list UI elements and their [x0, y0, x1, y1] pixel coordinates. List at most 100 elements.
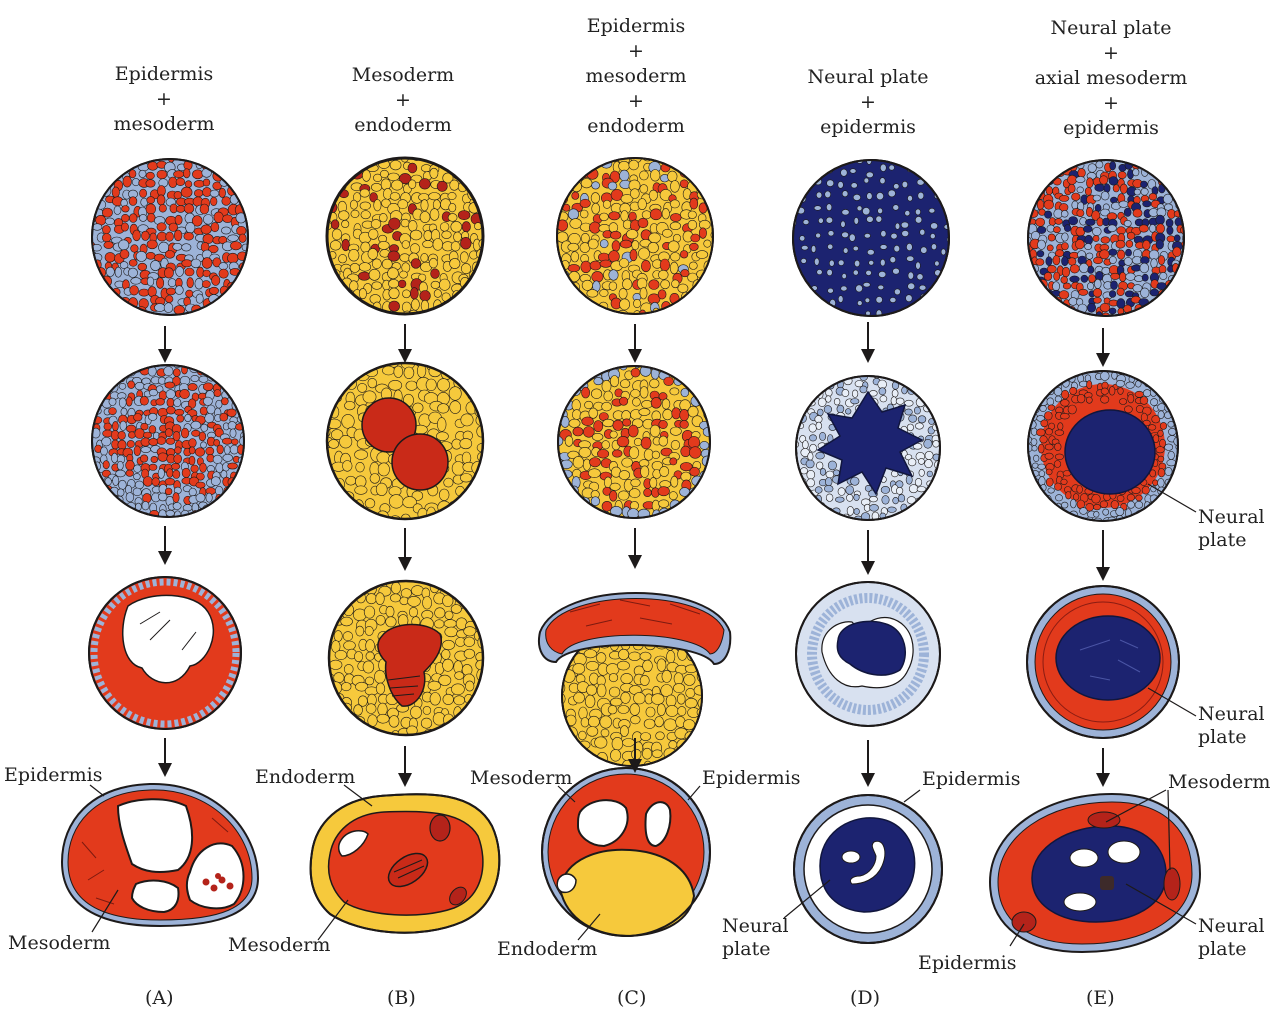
cell [190, 258, 201, 269]
cell [465, 680, 475, 692]
cell [157, 468, 165, 479]
cell [680, 445, 691, 458]
d3-neural-mass [836, 620, 907, 676]
cell [1117, 387, 1124, 395]
cell [411, 158, 422, 161]
cell [1087, 302, 1097, 313]
cell [340, 616, 353, 627]
cell [857, 300, 863, 306]
cell [658, 269, 669, 280]
cell [630, 478, 641, 487]
cell [1045, 428, 1053, 436]
cell [188, 455, 196, 466]
cell [104, 252, 116, 263]
cell [102, 225, 111, 235]
cell [133, 473, 141, 481]
cell [619, 298, 630, 311]
cell [117, 430, 126, 440]
cell [209, 189, 220, 198]
cell [184, 180, 193, 188]
cell [1075, 239, 1085, 250]
cell [1167, 450, 1175, 460]
cell [158, 204, 167, 213]
a3-cavity [121, 594, 214, 684]
cell [558, 435, 564, 447]
cell [1108, 314, 1117, 316]
cell [1150, 398, 1159, 406]
cell [1142, 200, 1152, 208]
cell [920, 246, 928, 254]
cell [463, 648, 476, 659]
cell [202, 187, 212, 197]
cell [459, 251, 469, 264]
cell [856, 205, 863, 212]
cell [365, 703, 377, 714]
cell [433, 289, 442, 298]
cell [453, 231, 462, 243]
cell [572, 456, 585, 469]
cell [918, 458, 925, 465]
cell [369, 473, 380, 484]
cell [111, 186, 120, 198]
cell [670, 475, 679, 488]
cell [1094, 278, 1102, 289]
cell [673, 683, 686, 694]
cell [358, 271, 371, 281]
cell [895, 397, 905, 405]
cell [1142, 239, 1151, 251]
cell [919, 228, 926, 236]
cell [437, 403, 450, 414]
cell [365, 639, 375, 653]
cell [1053, 226, 1061, 234]
cell [609, 490, 618, 502]
cell [818, 217, 824, 224]
cell [206, 404, 216, 415]
cell [146, 213, 156, 223]
cell [1084, 187, 1092, 196]
cell [451, 461, 465, 476]
cell [659, 466, 670, 477]
cell [649, 424, 661, 438]
cell [806, 470, 816, 480]
cell [879, 163, 887, 172]
cell [1083, 225, 1093, 233]
cell [165, 389, 176, 400]
cell [618, 258, 630, 268]
cell [138, 169, 147, 178]
cell [183, 232, 194, 241]
cell [628, 651, 641, 661]
cell [190, 374, 200, 382]
cell [442, 594, 454, 607]
cell [878, 270, 887, 278]
cell [699, 441, 710, 450]
cell [670, 180, 680, 193]
cell [128, 196, 138, 206]
cell [165, 231, 174, 242]
cell [601, 401, 612, 412]
cell [1035, 217, 1045, 227]
cell [362, 390, 377, 404]
cell [1134, 500, 1144, 509]
cell [802, 440, 809, 450]
title-column-b: Mesoderm + endoderm [351, 64, 455, 136]
cell [176, 414, 185, 423]
cell [687, 210, 697, 219]
cell [436, 378, 450, 392]
cell [923, 438, 933, 449]
cell [814, 415, 823, 424]
cell [859, 385, 868, 394]
cell [1157, 468, 1166, 478]
cell [349, 262, 361, 273]
cell [618, 288, 628, 300]
cell [586, 289, 599, 298]
cell [840, 285, 848, 292]
cell [195, 293, 204, 304]
cell [102, 207, 113, 218]
cell [824, 190, 832, 199]
cell [617, 490, 630, 501]
cell [630, 715, 641, 725]
label-e-neural-plate-row2: Neural plate [1198, 506, 1265, 551]
cell [388, 494, 404, 509]
cell [1155, 446, 1165, 454]
cell [897, 494, 906, 503]
